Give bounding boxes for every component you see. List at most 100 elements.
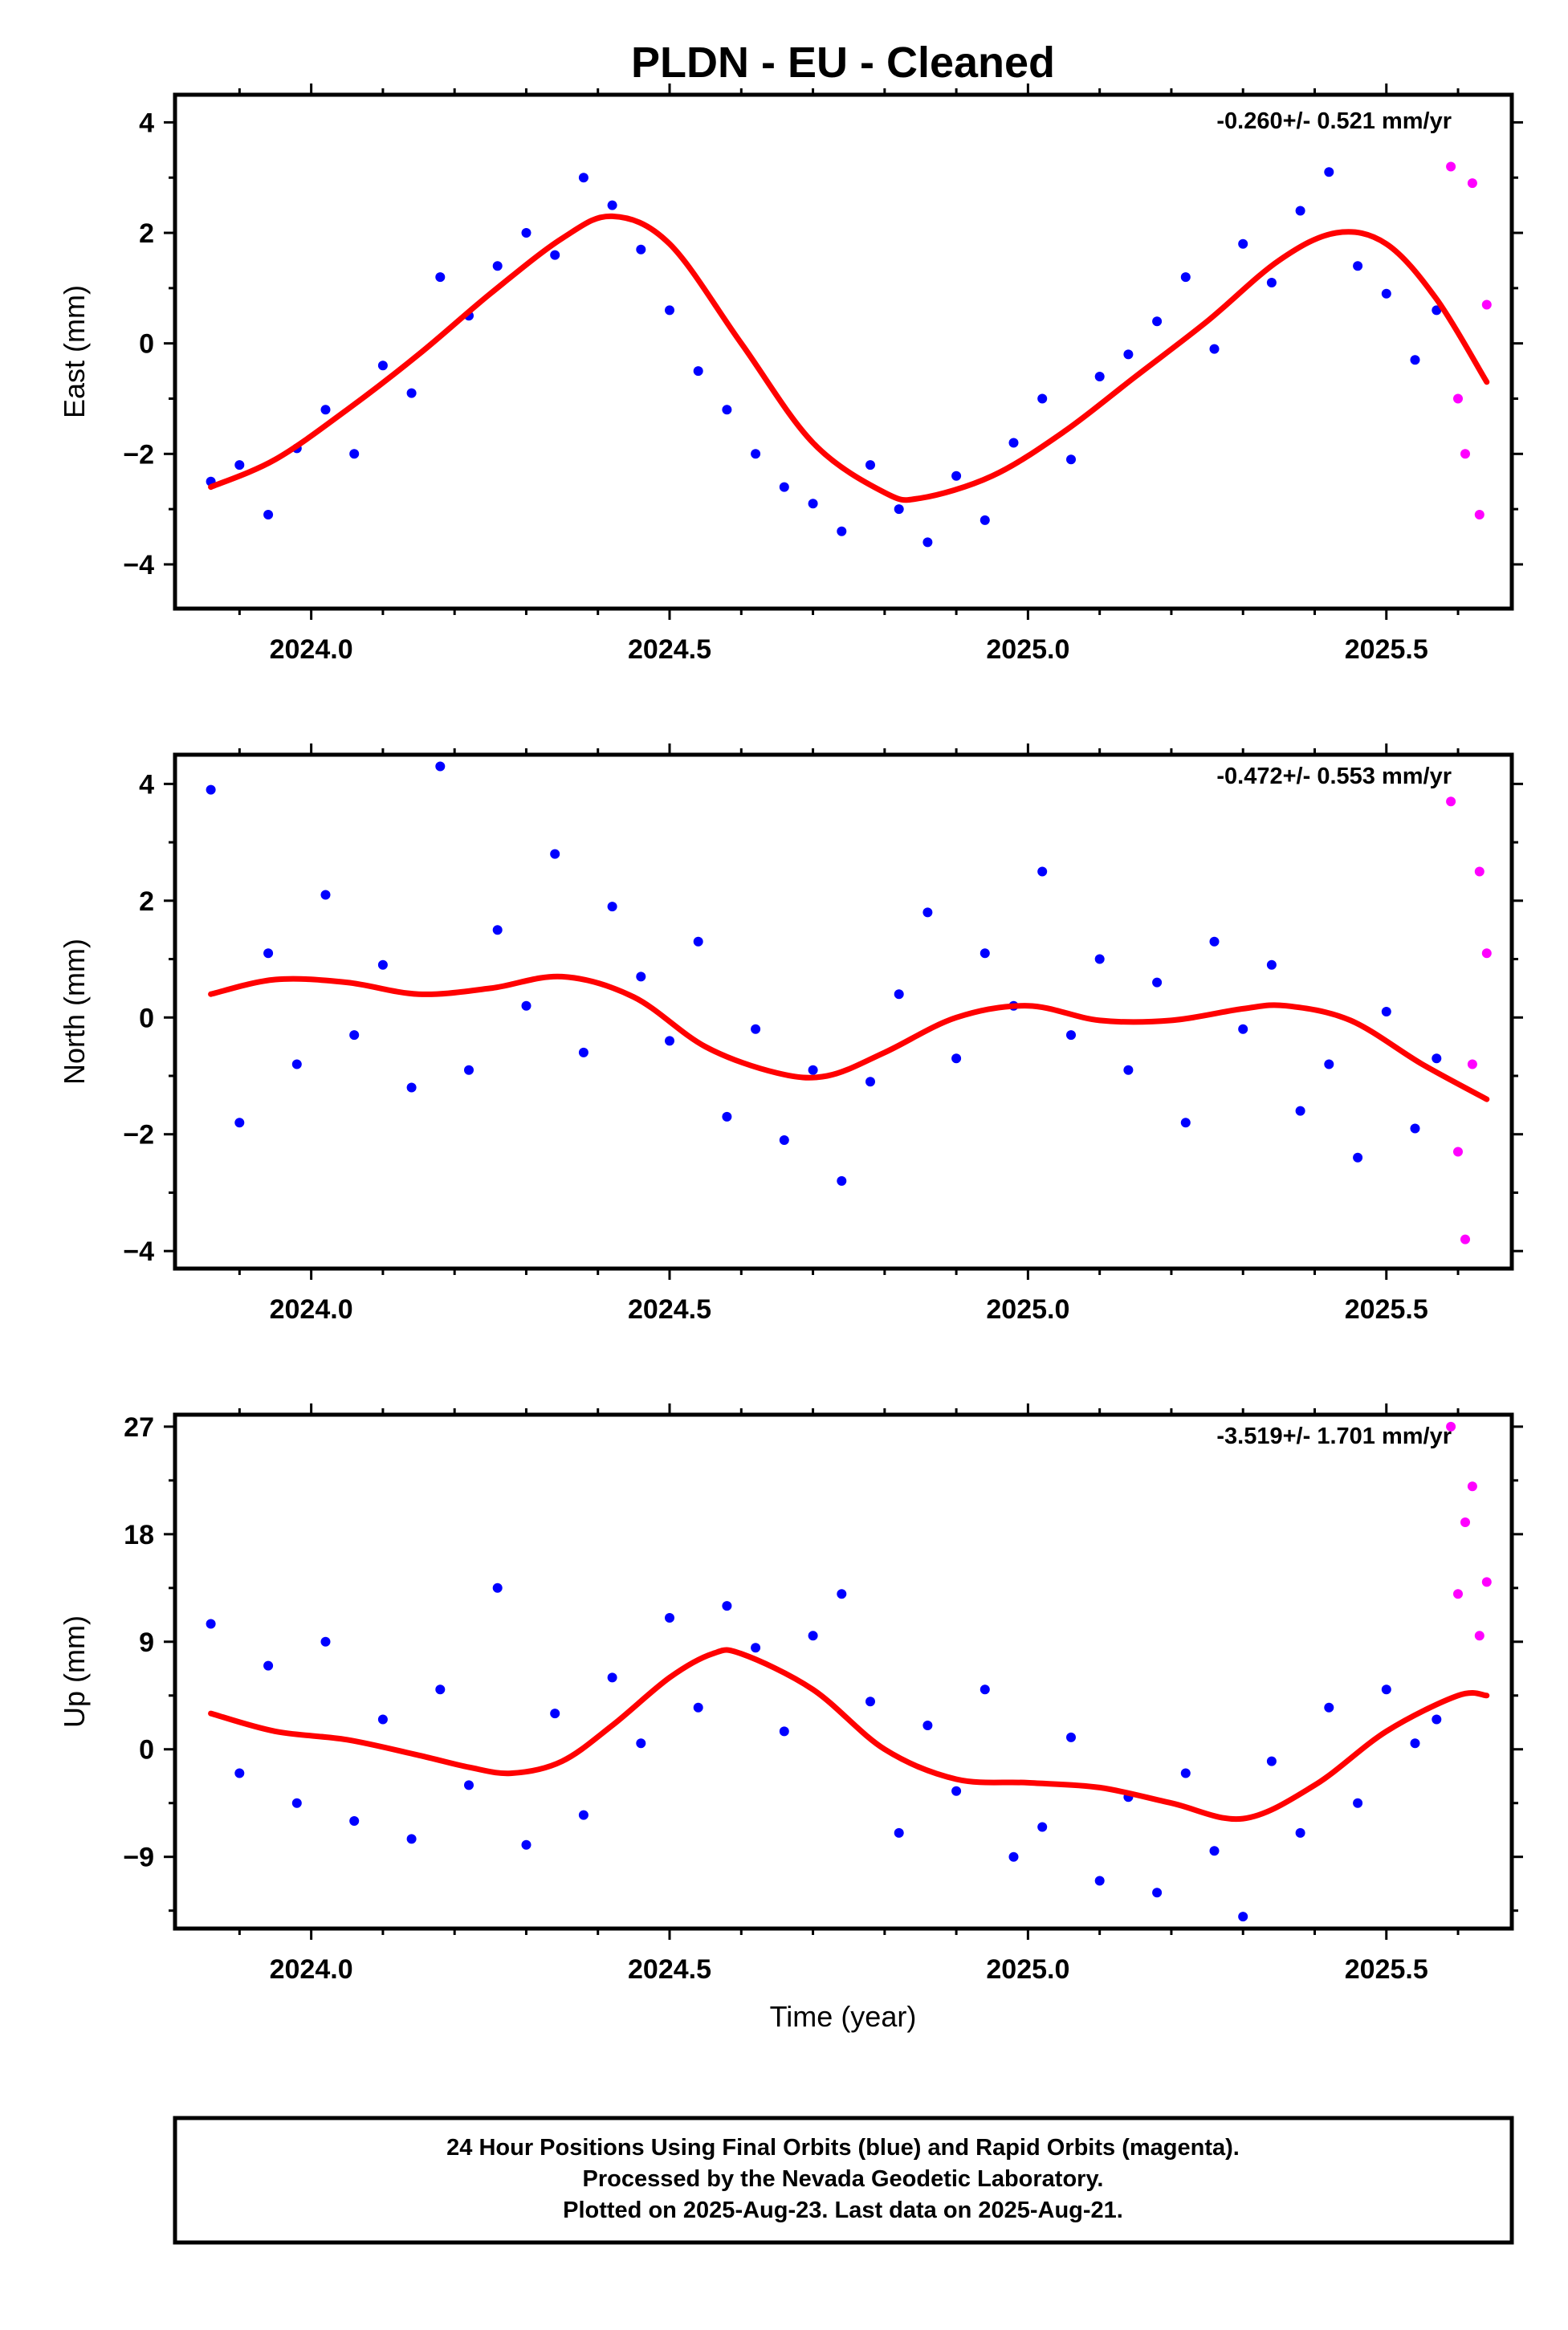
north-rapid-point	[1481, 948, 1492, 959]
east-final-point	[578, 173, 589, 183]
panel-up: 2024.0 2024.5 2025.0 2025.5 −9 0 9 18 27 -3.519+…	[58, 1403, 1523, 1985]
up-axes: 2024.0 2024.5 2025.0 2025.5 −9 0 9 18 27	[123, 1403, 1523, 1985]
north-final-point	[464, 1065, 474, 1075]
east-rapid-point	[1446, 161, 1456, 172]
up-final-point	[320, 1636, 331, 1647]
footer-box: 24 Hour Positions Using Final Orbits (bl…	[173, 2116, 1514, 2245]
east-final-point	[349, 449, 360, 459]
up-final-point	[206, 1619, 216, 1629]
east-final-point	[550, 250, 560, 260]
east-x-tick-label: 2024.5	[628, 634, 711, 665]
up-final-point	[464, 1780, 474, 1790]
up-final-point	[665, 1613, 674, 1623]
up-final-point	[951, 1786, 962, 1796]
up-final-point	[550, 1709, 560, 1719]
east-axes: 2024.0 2024.5 2025.0 2025.5 −4 −2 0 2 4	[123, 84, 1523, 665]
east-final-point	[1381, 288, 1391, 299]
east-final-point	[1066, 454, 1076, 465]
up-final-point	[808, 1631, 818, 1641]
north-y-tick-label: −2	[123, 1120, 154, 1151]
east-rapid-point	[1460, 449, 1470, 459]
north-axes: 2024.0 2024.5 2025.0 2025.5 −4 −2 0 2 4	[123, 743, 1523, 1325]
north-final-point	[406, 1082, 417, 1093]
east-final-point	[1008, 438, 1019, 448]
north-rate-label: -0.472+/- 0.553 mm/yr	[1216, 764, 1452, 789]
up-x-tick-label: 2025.5	[1345, 1954, 1428, 1985]
up-final-point	[693, 1702, 703, 1713]
north-final-point	[1353, 1152, 1363, 1163]
north-y-axis-label: North (mm)	[58, 939, 91, 1085]
east-y-axis-label: East (mm)	[58, 285, 91, 418]
up-final-point	[1094, 1876, 1105, 1886]
up-final-point	[1295, 1827, 1305, 1838]
east-rapid-point	[1474, 510, 1485, 519]
east-final-point	[406, 388, 417, 398]
east-rapid-point	[1467, 178, 1477, 189]
east-final-point	[837, 526, 847, 536]
north-final-point	[1094, 954, 1105, 964]
east-final-point	[263, 510, 274, 519]
east-final-point	[234, 460, 245, 470]
east-y-tick-label: −2	[123, 439, 154, 470]
footer-line-1: 24 Hour Positions Using Final Orbits (bl…	[446, 2135, 1240, 2161]
x-axis-label: Time (year)	[770, 2000, 917, 2033]
up-y-tick-label: −9	[123, 1843, 154, 1873]
east-x-tick-label: 2025.0	[986, 634, 1069, 665]
east-final-point	[894, 504, 904, 515]
up-rapid-point	[1474, 1631, 1485, 1641]
up-final-point	[636, 1738, 646, 1749]
east-x-tick-label: 2024.0	[270, 634, 353, 665]
east-final-point	[1094, 372, 1105, 381]
north-final-point	[1381, 1007, 1391, 1016]
up-final-point	[751, 1643, 761, 1653]
east-final-point	[865, 460, 875, 470]
north-points	[206, 761, 1492, 1244]
north-final-point	[1238, 1024, 1248, 1034]
north-fit-line	[208, 973, 1490, 1102]
up-rapid-point	[1460, 1517, 1470, 1527]
up-rapid-point	[1481, 1577, 1492, 1587]
up-fit-line	[208, 1647, 1490, 1823]
up-y-tick-label: 0	[139, 1735, 154, 1766]
north-final-point	[550, 849, 560, 859]
east-final-point	[377, 360, 388, 371]
up-final-point	[377, 1714, 388, 1725]
north-final-point	[1180, 1118, 1191, 1128]
up-x-tick-label: 2024.5	[628, 1954, 711, 1985]
up-final-point	[1410, 1738, 1420, 1749]
north-final-point	[951, 1053, 962, 1064]
north-x-tick-label: 2025.0	[986, 1294, 1069, 1325]
east-final-point	[693, 366, 703, 377]
east-x-tick-label: 2025.5	[1345, 634, 1428, 665]
up-final-point	[521, 1839, 531, 1850]
up-fit	[208, 1647, 1490, 1823]
up-final-point	[979, 1684, 990, 1695]
north-y-tick-label: −4	[123, 1236, 154, 1267]
up-final-point	[435, 1684, 446, 1695]
east-y-tick-label: 0	[139, 329, 154, 360]
north-y-tick-label: 4	[139, 769, 154, 800]
up-final-point	[837, 1589, 847, 1599]
north-final-point	[1410, 1123, 1420, 1134]
up-final-point	[1324, 1702, 1334, 1713]
north-final-point	[894, 989, 904, 1000]
north-y-tick-label: 0	[139, 1003, 154, 1033]
east-final-point	[607, 200, 617, 210]
figure-title: PLDN - EU - Cleaned	[631, 39, 1055, 87]
north-rapid-point	[1460, 1234, 1470, 1244]
up-final-point	[349, 1816, 360, 1826]
north-final-point	[435, 761, 446, 772]
up-final-point	[1209, 1846, 1220, 1856]
east-final-point	[665, 305, 674, 316]
east-final-point	[951, 470, 962, 481]
north-rapid-point	[1467, 1059, 1477, 1069]
north-x-tick-label: 2025.5	[1345, 1294, 1428, 1325]
north-final-point	[291, 1059, 302, 1069]
north-rapid-point	[1453, 1147, 1463, 1157]
up-final-point	[1353, 1798, 1363, 1808]
east-final-point	[1266, 278, 1277, 287]
up-final-point	[1381, 1684, 1391, 1695]
panel-east: 2024.0 2024.5 2025.0 2025.5 −4 −2 0 2 4 -0.260+/…	[58, 84, 1523, 665]
north-x-tick-label: 2024.0	[270, 1294, 353, 1325]
east-final-point	[1123, 349, 1134, 360]
